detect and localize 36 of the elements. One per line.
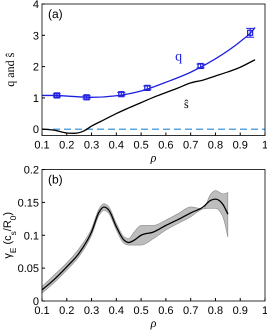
x-tick-label: 0.8 bbox=[208, 140, 224, 152]
y-tick-label: 3 bbox=[32, 30, 39, 42]
x-tick-label: 0.9 bbox=[232, 140, 248, 152]
y-tick-label: 4 bbox=[32, 0, 39, 11]
x-tick-label: 0.3 bbox=[84, 305, 100, 317]
point bbox=[84, 94, 90, 100]
y-tick-label: 0.05 bbox=[18, 263, 39, 276]
x-tick-label: 0.2 bbox=[59, 305, 74, 317]
series-label: q bbox=[175, 49, 182, 64]
y-tick-label: 0.15 bbox=[18, 197, 39, 210]
x-tick-label: 0.4 bbox=[108, 140, 124, 152]
point bbox=[118, 91, 124, 98]
x-tick-label: 0.3 bbox=[84, 140, 100, 152]
y-tick-label: 1 bbox=[32, 92, 39, 105]
x-tick-label: 0.7 bbox=[183, 305, 198, 317]
x-tick-label: 0.6 bbox=[158, 140, 174, 152]
x-axis-title: ρ bbox=[150, 150, 157, 164]
x-tick-label: 0.9 bbox=[232, 305, 248, 317]
point bbox=[54, 92, 60, 99]
y-axis-title: q and ŝ bbox=[3, 52, 17, 87]
x-tick-label: 0.4 bbox=[108, 305, 124, 317]
y-tick-label: 2 bbox=[32, 62, 39, 74]
y-tick-label: 0 bbox=[32, 124, 39, 136]
x-tick-label: 0.6 bbox=[158, 305, 174, 317]
x-axis-title: ρ bbox=[150, 316, 157, 330]
x-tick-label: 0.5 bbox=[133, 140, 149, 152]
annotation: (a) bbox=[48, 7, 63, 21]
y-tick-label: 0.2 bbox=[24, 164, 39, 176]
annotation: (b) bbox=[48, 172, 63, 186]
x-tick-label: 0.8 bbox=[208, 305, 224, 317]
y-tick-label: 0 bbox=[32, 296, 39, 308]
x-tick-label: 0.7 bbox=[183, 140, 198, 152]
y-tick-label: 0.1 bbox=[24, 230, 39, 242]
x-tick-label: 0.2 bbox=[59, 140, 74, 152]
series-label: ŝ bbox=[184, 96, 189, 111]
x-tick-label: 0.5 bbox=[133, 305, 149, 317]
